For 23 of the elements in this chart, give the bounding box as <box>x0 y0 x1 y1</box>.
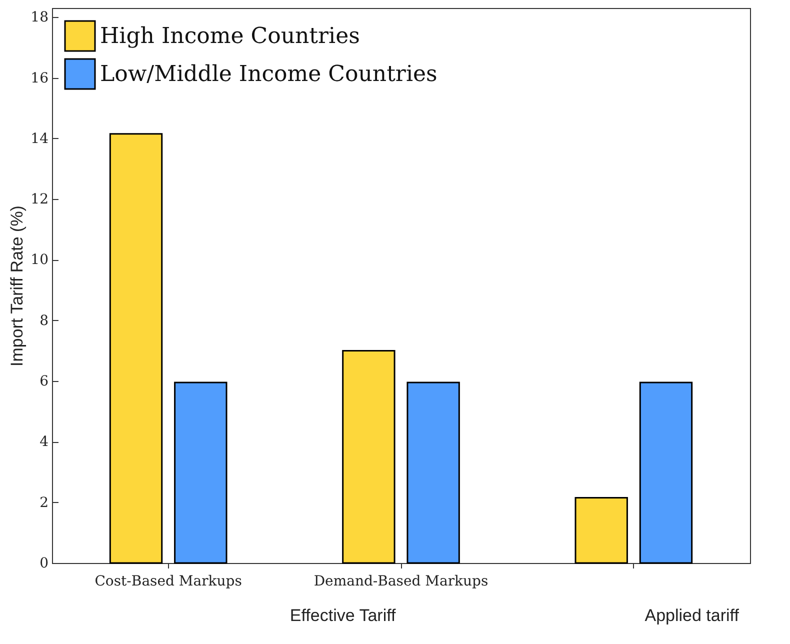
x-tick-label: Cost-Based Markups <box>94 574 242 590</box>
x-tick-label: Demand-Based Markups <box>314 574 488 590</box>
bar <box>174 382 228 564</box>
y-tick-label: 6 <box>40 374 49 390</box>
y-tick-label: 16 <box>30 70 49 86</box>
bar <box>639 382 693 564</box>
y-tick-label: 0 <box>40 556 48 572</box>
legend-label: Low/Middle Income Countries <box>100 62 438 87</box>
text: Effective Tariff <box>290 606 396 625</box>
y-tick-label: 4 <box>40 434 49 450</box>
bar <box>574 497 628 564</box>
text: Applied tariff <box>644 606 740 625</box>
y-tick-label: 12 <box>30 192 48 208</box>
bar <box>406 382 460 564</box>
bar <box>109 133 163 564</box>
y-tick-label: 2 <box>40 494 48 511</box>
y-tick-label: 8 <box>40 312 48 329</box>
y-tick-label: 18 <box>30 10 48 26</box>
bar <box>342 350 396 564</box>
y-axis-title: Import Tariff Rate (%) <box>8 206 27 366</box>
y-tick-label: 10 <box>30 252 48 268</box>
y-tick-label: 14 <box>30 130 49 147</box>
legend-label: High Income Countries <box>100 24 360 49</box>
